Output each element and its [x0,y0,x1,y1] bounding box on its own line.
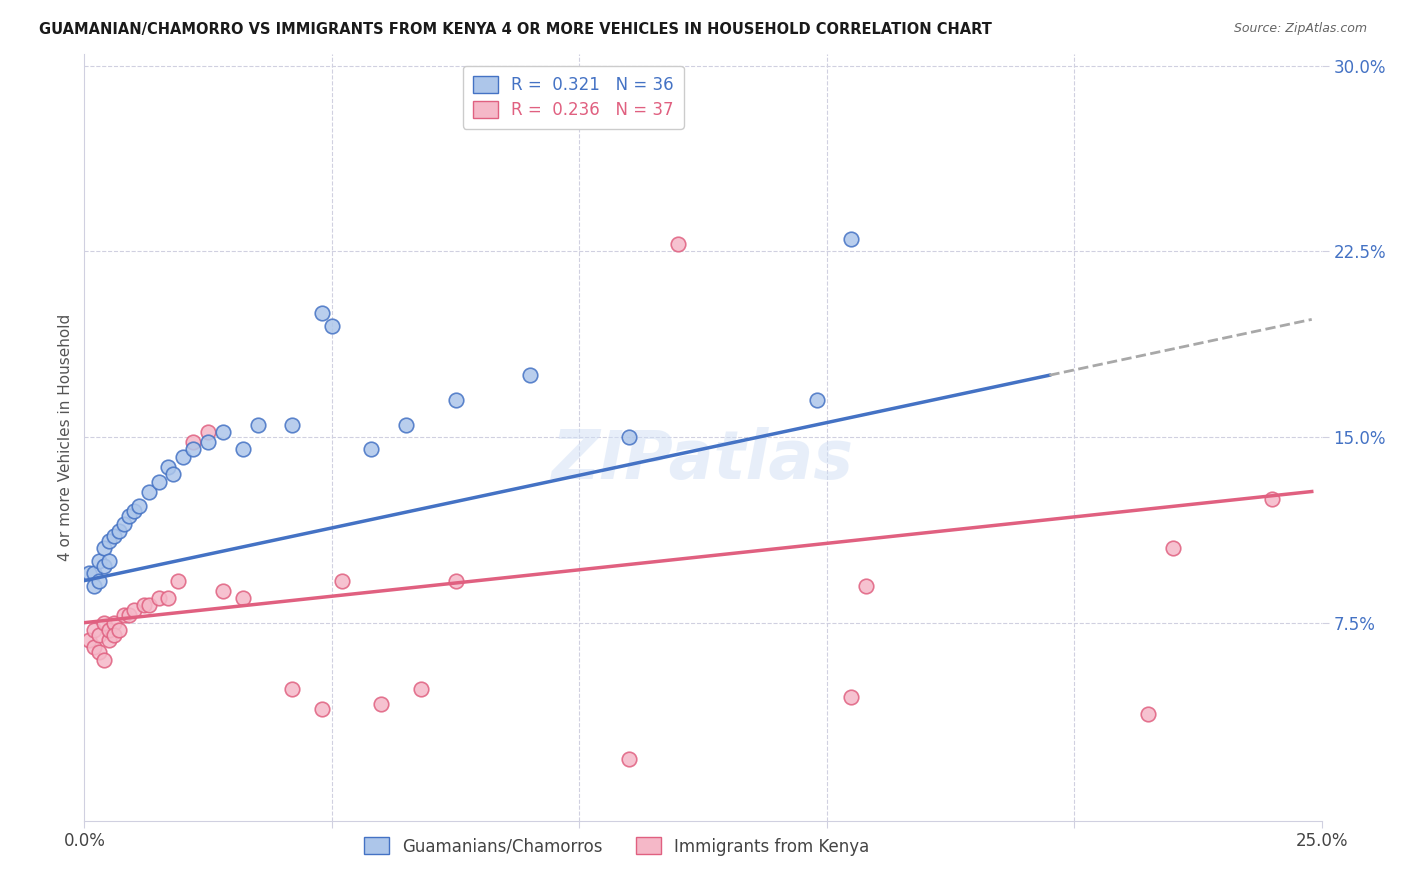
Point [370,698,392,712]
Point [79,566,101,581]
Point [138,484,160,499]
Y-axis label: 4 or more Vehicles in Household: 4 or more Vehicles in Household [58,313,73,561]
Point [108,623,131,637]
Point [103,615,125,630]
Point [128,500,150,514]
Point [519,368,541,383]
Point [444,574,467,588]
Point [118,608,141,623]
Point [281,417,304,432]
Point [98,632,121,647]
Point [311,306,333,320]
Point [246,417,269,432]
Point [122,504,145,518]
Point [197,435,219,450]
Point [83,578,105,592]
Point [108,524,131,538]
Point [311,702,333,716]
Point [93,615,115,630]
Point [197,425,219,439]
Point [212,425,235,439]
Point [841,690,863,704]
Point [841,232,863,246]
Point [232,591,254,605]
Text: ZIPatlas: ZIPatlas [553,427,853,493]
Point [132,599,155,613]
Point [103,529,125,543]
Point [157,591,180,605]
Point [409,682,432,697]
Point [181,442,204,457]
Point [1261,491,1284,506]
Point [395,417,418,432]
Point [162,467,184,482]
Point [1137,707,1160,722]
Point [281,682,304,697]
Point [212,583,235,598]
Point [444,392,467,407]
Point [93,653,115,667]
Point [232,442,254,457]
Point [806,392,828,407]
Point [666,237,689,252]
Point [360,442,382,457]
Point [617,752,640,766]
Text: Source: ZipAtlas.com: Source: ZipAtlas.com [1233,22,1367,36]
Point [148,591,170,605]
Point [83,640,105,655]
Point [89,645,111,659]
Point [98,554,121,568]
Point [93,541,115,556]
Point [89,554,111,568]
Point [89,574,111,588]
Point [118,509,141,524]
Point [83,566,105,581]
Point [148,475,170,489]
Point [167,574,190,588]
Point [112,608,135,623]
Point [157,459,180,474]
Point [181,435,204,450]
Point [330,574,353,588]
Point [98,623,121,637]
Point [617,430,640,444]
Point [112,516,135,531]
Point [89,628,111,642]
Point [855,578,877,592]
Point [79,632,101,647]
Point [93,558,115,573]
Point [1161,541,1184,556]
Point [543,95,565,110]
Point [103,628,125,642]
Point [138,599,160,613]
Point [172,450,194,464]
Text: GUAMANIAN/CHAMORRO VS IMMIGRANTS FROM KENYA 4 OR MORE VEHICLES IN HOUSEHOLD CORR: GUAMANIAN/CHAMORRO VS IMMIGRANTS FROM KE… [39,22,993,37]
Point [122,603,145,617]
Point [98,534,121,549]
Legend: Guamanians/Chamorros, Immigrants from Kenya: Guamanians/Chamorros, Immigrants from Ke… [357,830,876,863]
Point [321,318,343,333]
Point [83,623,105,637]
